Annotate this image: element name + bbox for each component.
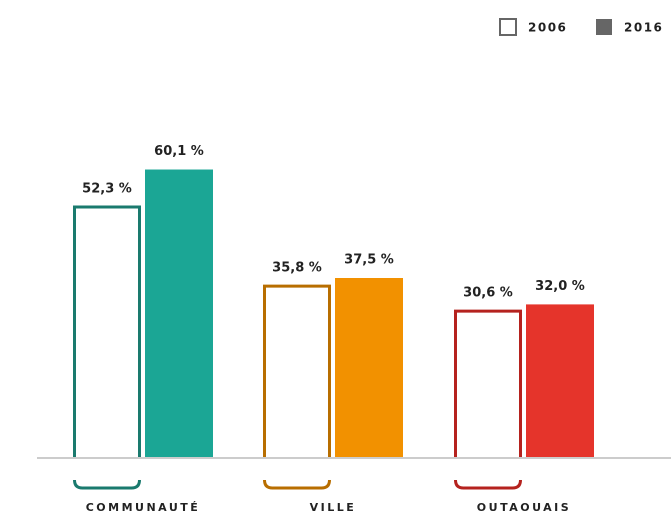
value-label: 32,0 % [535, 279, 585, 294]
legend-label: 2016 [624, 21, 663, 35]
value-label: 52,3 % [82, 181, 132, 196]
legend-swatch [596, 19, 612, 35]
bar-foot [454, 479, 522, 490]
value-label: 35,8 % [272, 261, 322, 276]
bar [526, 304, 594, 458]
x-tick-label: VILLE [310, 501, 357, 514]
bar-mask [261, 459, 333, 499]
x-tick-label: COMMUNAUTÉ [86, 501, 201, 514]
value-label: 30,6 % [463, 286, 513, 301]
legend-label: 2006 [528, 21, 567, 35]
bar-mask [71, 459, 143, 499]
bar-mask [452, 459, 524, 499]
value-label: 60,1 % [154, 144, 204, 159]
bar [335, 278, 403, 458]
bar [73, 205, 141, 490]
legend-swatch [499, 18, 517, 36]
bar [145, 169, 213, 458]
value-label: 37,5 % [344, 253, 394, 268]
bar-foot [263, 479, 331, 490]
x-tick-label: OUTAOUAIS [477, 501, 571, 514]
bar-foot [73, 479, 141, 490]
